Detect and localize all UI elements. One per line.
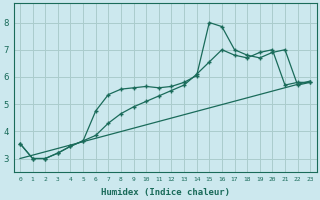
X-axis label: Humidex (Indice chaleur): Humidex (Indice chaleur) (100, 188, 230, 197)
